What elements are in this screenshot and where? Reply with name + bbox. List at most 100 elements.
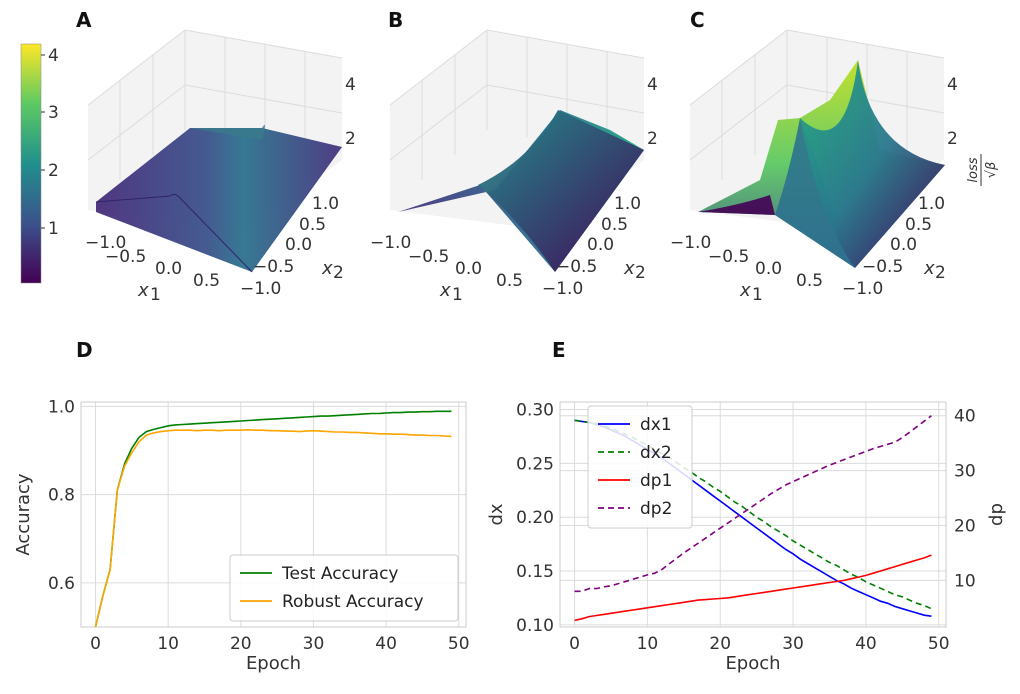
x-axis-label: Epoch [725, 653, 780, 674]
colorbar: 1 2 3 4 [20, 43, 59, 284]
legend-label: dp2 [640, 499, 672, 519]
x1-tick: 0.0 [155, 259, 182, 279]
y2-axis-label: dp [986, 503, 1007, 526]
x2-tick: −0.5 [253, 257, 294, 277]
x2-axis-sub: 2 [635, 263, 646, 283]
legend-box [229, 554, 459, 622]
x2-tick: 1.0 [918, 194, 945, 214]
x2-tick: 1.0 [312, 194, 339, 214]
x1-tick: 0.0 [455, 259, 482, 279]
legend-label: Robust Accuracy [282, 592, 424, 612]
legend: Test Accuracy Robust Accuracy [229, 554, 459, 622]
z-tick: 4 [345, 75, 356, 95]
z-tick: 2 [647, 129, 658, 149]
x-tick-label: 0 [90, 634, 101, 654]
legend-label: dx2 [640, 443, 672, 463]
x-axis-label: Epoch [246, 653, 301, 674]
x1-tick: −0.5 [105, 247, 146, 267]
x1-tick: −0.5 [708, 247, 749, 267]
z-axis-label-denominator: √β [984, 162, 999, 179]
y2-tick-label: 30 [954, 462, 976, 482]
x2-tick: 0.0 [587, 235, 614, 255]
x1-axis-label: x [739, 280, 751, 301]
legend: dx1 dx2 dp1 dp2 [587, 405, 693, 529]
x1-tick: −0.5 [408, 247, 449, 267]
x1-tick: 0.5 [796, 271, 823, 291]
x1-axis-label: x [439, 280, 451, 301]
x-tick-label: 30 [782, 634, 804, 654]
x2-tick: 0.5 [299, 215, 326, 235]
x1-tick: −1.0 [370, 233, 411, 253]
panel-label-c: C [690, 8, 705, 32]
y2-tick-label: 10 [954, 571, 976, 591]
x2-tick: −0.5 [862, 257, 903, 277]
x1-axis-sub: 1 [150, 285, 161, 305]
x1-axis-sub: 1 [752, 285, 763, 305]
series-line-dp2 [574, 415, 932, 593]
x1-tick: 0.0 [755, 259, 782, 279]
x-tick-label: 50 [448, 634, 470, 654]
surface-plot-c: −1.0 −0.5 0.0 0.5 x 1 −1.0 −0.5 0.0 0.5 … [670, 29, 999, 305]
colorbar-tick: 1 [48, 219, 59, 239]
y-axis-label: Accuracy [13, 473, 34, 556]
x2-axis-label: x [321, 258, 333, 279]
z-tick: 4 [647, 75, 658, 95]
series-line-dp1 [574, 554, 932, 622]
colorbar-tick: 2 [48, 161, 59, 181]
x2-tick: −1.0 [542, 279, 583, 299]
z-tick: 2 [947, 129, 958, 149]
x2-tick: 1.0 [614, 194, 641, 214]
distance-chart: 0 10 20 30 40 50 0.10 0.15 0.20 0.25 0.30 10 20 30 40 E… [486, 401, 1007, 674]
y-tick-label: 0.10 [516, 616, 554, 636]
surface-plot-a: −1.0 −0.5 0.0 0.5 x 1 −1.0 −0.5 0.0 0.5 … [85, 29, 356, 305]
z-tick: 4 [947, 75, 958, 95]
y-axis-label: dx [486, 503, 507, 525]
plot-frame [80, 401, 467, 628]
x2-axis-sub: 2 [935, 263, 946, 283]
y-tick-label: 0.30 [516, 401, 554, 421]
x-tick-label: 50 [928, 634, 950, 654]
x2-axis-label: x [923, 258, 935, 279]
accuracy-chart: 0 10 20 30 40 50 0.6 0.8 1.0 Epoch Accuracy Test Ac… [13, 397, 470, 674]
panel-label-e: E [552, 338, 566, 362]
x-tick-label: 40 [375, 634, 397, 654]
x2-axis-sub: 2 [333, 263, 344, 283]
x-tick-label: 20 [709, 634, 731, 654]
panel-label-b: B [388, 8, 403, 32]
x-tick-label: 20 [230, 634, 252, 654]
x1-tick: 0.5 [193, 271, 220, 291]
x2-tick: −1.0 [240, 279, 281, 299]
x-tick-label: 10 [637, 634, 659, 654]
panel-label-d: D [76, 338, 93, 362]
colorbar-tick: 4 [48, 46, 59, 66]
colorbar-gradient [20, 43, 42, 284]
z-axis-label-numerator: loss [966, 157, 981, 182]
surface-plot-b: −1.0 −0.5 0.0 0.5 x 1 −1.0 −0.5 0.0 0.5 … [370, 29, 658, 305]
colorbar-tick: 3 [48, 103, 59, 123]
x2-tick: −1.0 [842, 279, 883, 299]
x2-tick: 0.0 [285, 235, 312, 255]
x2-tick: 0.5 [601, 215, 628, 235]
panel-label-a: A [76, 8, 92, 32]
y-tick-label: 0.6 [48, 574, 75, 594]
y-tick-label: 0.15 [516, 562, 554, 582]
x1-tick: −1.0 [85, 233, 126, 253]
legend-label: dp1 [640, 471, 672, 491]
z-axis-label: loss √β [966, 154, 999, 186]
y-tick-label: 0.8 [48, 486, 75, 506]
x2-tick: −0.5 [556, 257, 597, 277]
x-tick-label: 30 [303, 634, 325, 654]
x-tick-label: 40 [855, 634, 877, 654]
legend-box [587, 405, 693, 529]
series-line-test-accuracy [94, 410, 452, 627]
x1-axis-sub: 1 [452, 285, 463, 305]
y2-tick-label: 20 [954, 516, 976, 536]
legend-label: dx1 [640, 415, 672, 435]
surface-mesh [96, 128, 342, 272]
y-tick-label: 1.0 [48, 397, 75, 417]
plot-frame [559, 401, 947, 628]
x-tick-label: 0 [569, 634, 580, 654]
x1-tick: 0.5 [496, 271, 523, 291]
z-tick: 2 [345, 129, 356, 149]
